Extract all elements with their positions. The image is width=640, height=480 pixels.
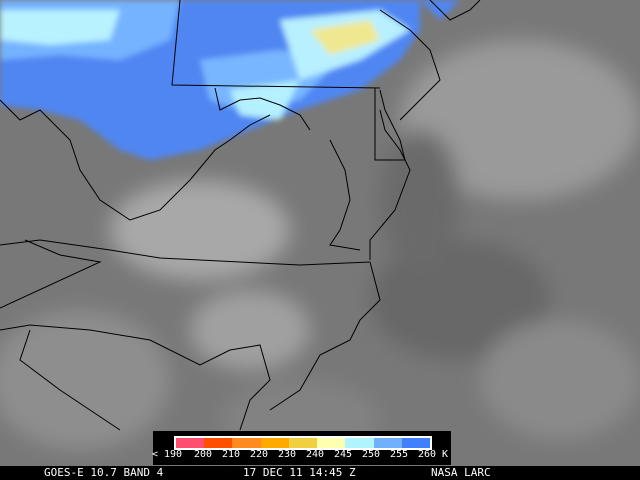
color-swatch-210 xyxy=(232,438,261,448)
tick-label: < 190 xyxy=(151,449,183,460)
legend-tick-labels: < 190 200 210 220 230 240 245 250 255 26… xyxy=(151,449,451,463)
state-boundaries xyxy=(0,0,481,431)
tick-label: 255 xyxy=(389,449,409,460)
color-swatch-245 xyxy=(345,438,374,448)
color-swatch-200 xyxy=(204,438,233,448)
tick-label: K xyxy=(441,449,449,460)
color-swatch-190 xyxy=(176,438,205,448)
tick-label: 250 xyxy=(361,449,381,460)
observation-datetime: 17 DEC 11 14:45 Z xyxy=(243,466,356,479)
temperature-color-legend: < 190 200 210 220 230 240 245 250 255 26… xyxy=(151,431,451,465)
color-swatch-255 xyxy=(401,438,430,448)
tick-label: 245 xyxy=(333,449,353,460)
image-caption-bar: GOES-E 10.7 BAND 4 17 DEC 11 14:45 Z NAS… xyxy=(0,466,640,480)
tick-label: 200 xyxy=(193,449,213,460)
tick-label: 240 xyxy=(305,449,325,460)
infrared-satellite-map xyxy=(0,0,640,460)
tick-label: 260 xyxy=(417,449,437,460)
tick-label: 210 xyxy=(221,449,241,460)
cloud-gray-texture xyxy=(0,40,640,460)
satellite-band-label: GOES-E 10.7 BAND 4 xyxy=(44,466,164,479)
color-swatch-230 xyxy=(288,438,318,448)
color-swatch-250 xyxy=(373,438,402,448)
color-swatch-240 xyxy=(317,438,346,448)
tick-label: 220 xyxy=(249,449,269,460)
color-scale-bar xyxy=(174,436,432,450)
color-swatch-220 xyxy=(260,438,289,448)
tick-label: 230 xyxy=(277,449,297,460)
data-source-label: NASA LARC xyxy=(431,466,491,479)
